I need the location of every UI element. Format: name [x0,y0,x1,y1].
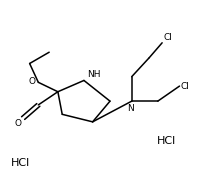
Text: O: O [29,77,36,86]
Text: Cl: Cl [181,82,189,91]
Text: HCl: HCl [11,158,31,168]
Text: N: N [127,104,134,113]
Text: Cl: Cl [163,33,172,42]
Text: O: O [14,119,21,128]
Text: NH: NH [87,70,101,79]
Text: HCl: HCl [157,136,176,146]
